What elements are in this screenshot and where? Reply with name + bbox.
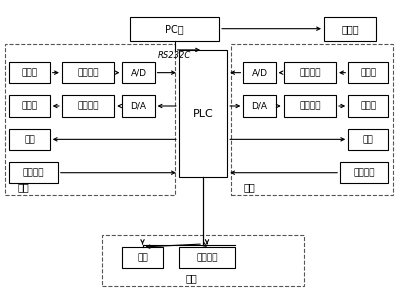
FancyBboxPatch shape bbox=[339, 162, 388, 183]
Text: 变频调速: 变频调速 bbox=[298, 102, 320, 110]
FancyBboxPatch shape bbox=[130, 17, 219, 41]
FancyBboxPatch shape bbox=[9, 129, 50, 150]
Text: 搅拌: 搅拌 bbox=[185, 273, 196, 283]
FancyBboxPatch shape bbox=[9, 62, 50, 83]
FancyBboxPatch shape bbox=[122, 95, 154, 117]
FancyBboxPatch shape bbox=[323, 17, 375, 41]
FancyBboxPatch shape bbox=[347, 129, 388, 150]
Text: 大秤: 大秤 bbox=[17, 182, 29, 192]
FancyBboxPatch shape bbox=[243, 62, 275, 83]
Text: 搅门: 搅门 bbox=[137, 253, 147, 262]
FancyBboxPatch shape bbox=[62, 95, 114, 117]
Text: 喂料器: 喂料器 bbox=[21, 102, 38, 110]
Text: A/D: A/D bbox=[251, 68, 267, 77]
FancyBboxPatch shape bbox=[283, 62, 335, 83]
FancyBboxPatch shape bbox=[9, 162, 58, 183]
Text: 称重仪表: 称重仪表 bbox=[298, 68, 320, 77]
Text: PC机: PC机 bbox=[165, 24, 183, 34]
Text: 传感器: 传感器 bbox=[359, 68, 375, 77]
Text: 小秤: 小秤 bbox=[243, 182, 254, 192]
Text: 斗门: 斗门 bbox=[24, 135, 35, 144]
FancyBboxPatch shape bbox=[347, 95, 388, 117]
Text: D/A: D/A bbox=[130, 102, 146, 110]
Text: A/D: A/D bbox=[130, 68, 146, 77]
Text: 喂料器: 喂料器 bbox=[359, 102, 375, 110]
FancyBboxPatch shape bbox=[178, 50, 227, 177]
Text: RS232C: RS232C bbox=[158, 51, 191, 61]
Text: 行程开关: 行程开关 bbox=[23, 168, 44, 177]
FancyBboxPatch shape bbox=[178, 247, 234, 268]
Text: 行程开关: 行程开关 bbox=[353, 168, 374, 177]
FancyBboxPatch shape bbox=[9, 95, 50, 117]
Text: PLC: PLC bbox=[192, 109, 213, 119]
FancyBboxPatch shape bbox=[243, 95, 275, 117]
FancyBboxPatch shape bbox=[283, 95, 335, 117]
Text: 斗门: 斗门 bbox=[362, 135, 373, 144]
Text: 打印机: 打印机 bbox=[341, 24, 358, 34]
Text: 行程开关: 行程开关 bbox=[196, 253, 217, 262]
Text: 传感器: 传感器 bbox=[21, 68, 38, 77]
FancyBboxPatch shape bbox=[122, 247, 162, 268]
Text: D/A: D/A bbox=[251, 102, 267, 110]
FancyBboxPatch shape bbox=[122, 62, 154, 83]
FancyBboxPatch shape bbox=[347, 62, 388, 83]
Text: 称重仪表: 称重仪表 bbox=[77, 68, 98, 77]
Text: 变频调速: 变频调速 bbox=[77, 102, 98, 110]
FancyBboxPatch shape bbox=[62, 62, 114, 83]
